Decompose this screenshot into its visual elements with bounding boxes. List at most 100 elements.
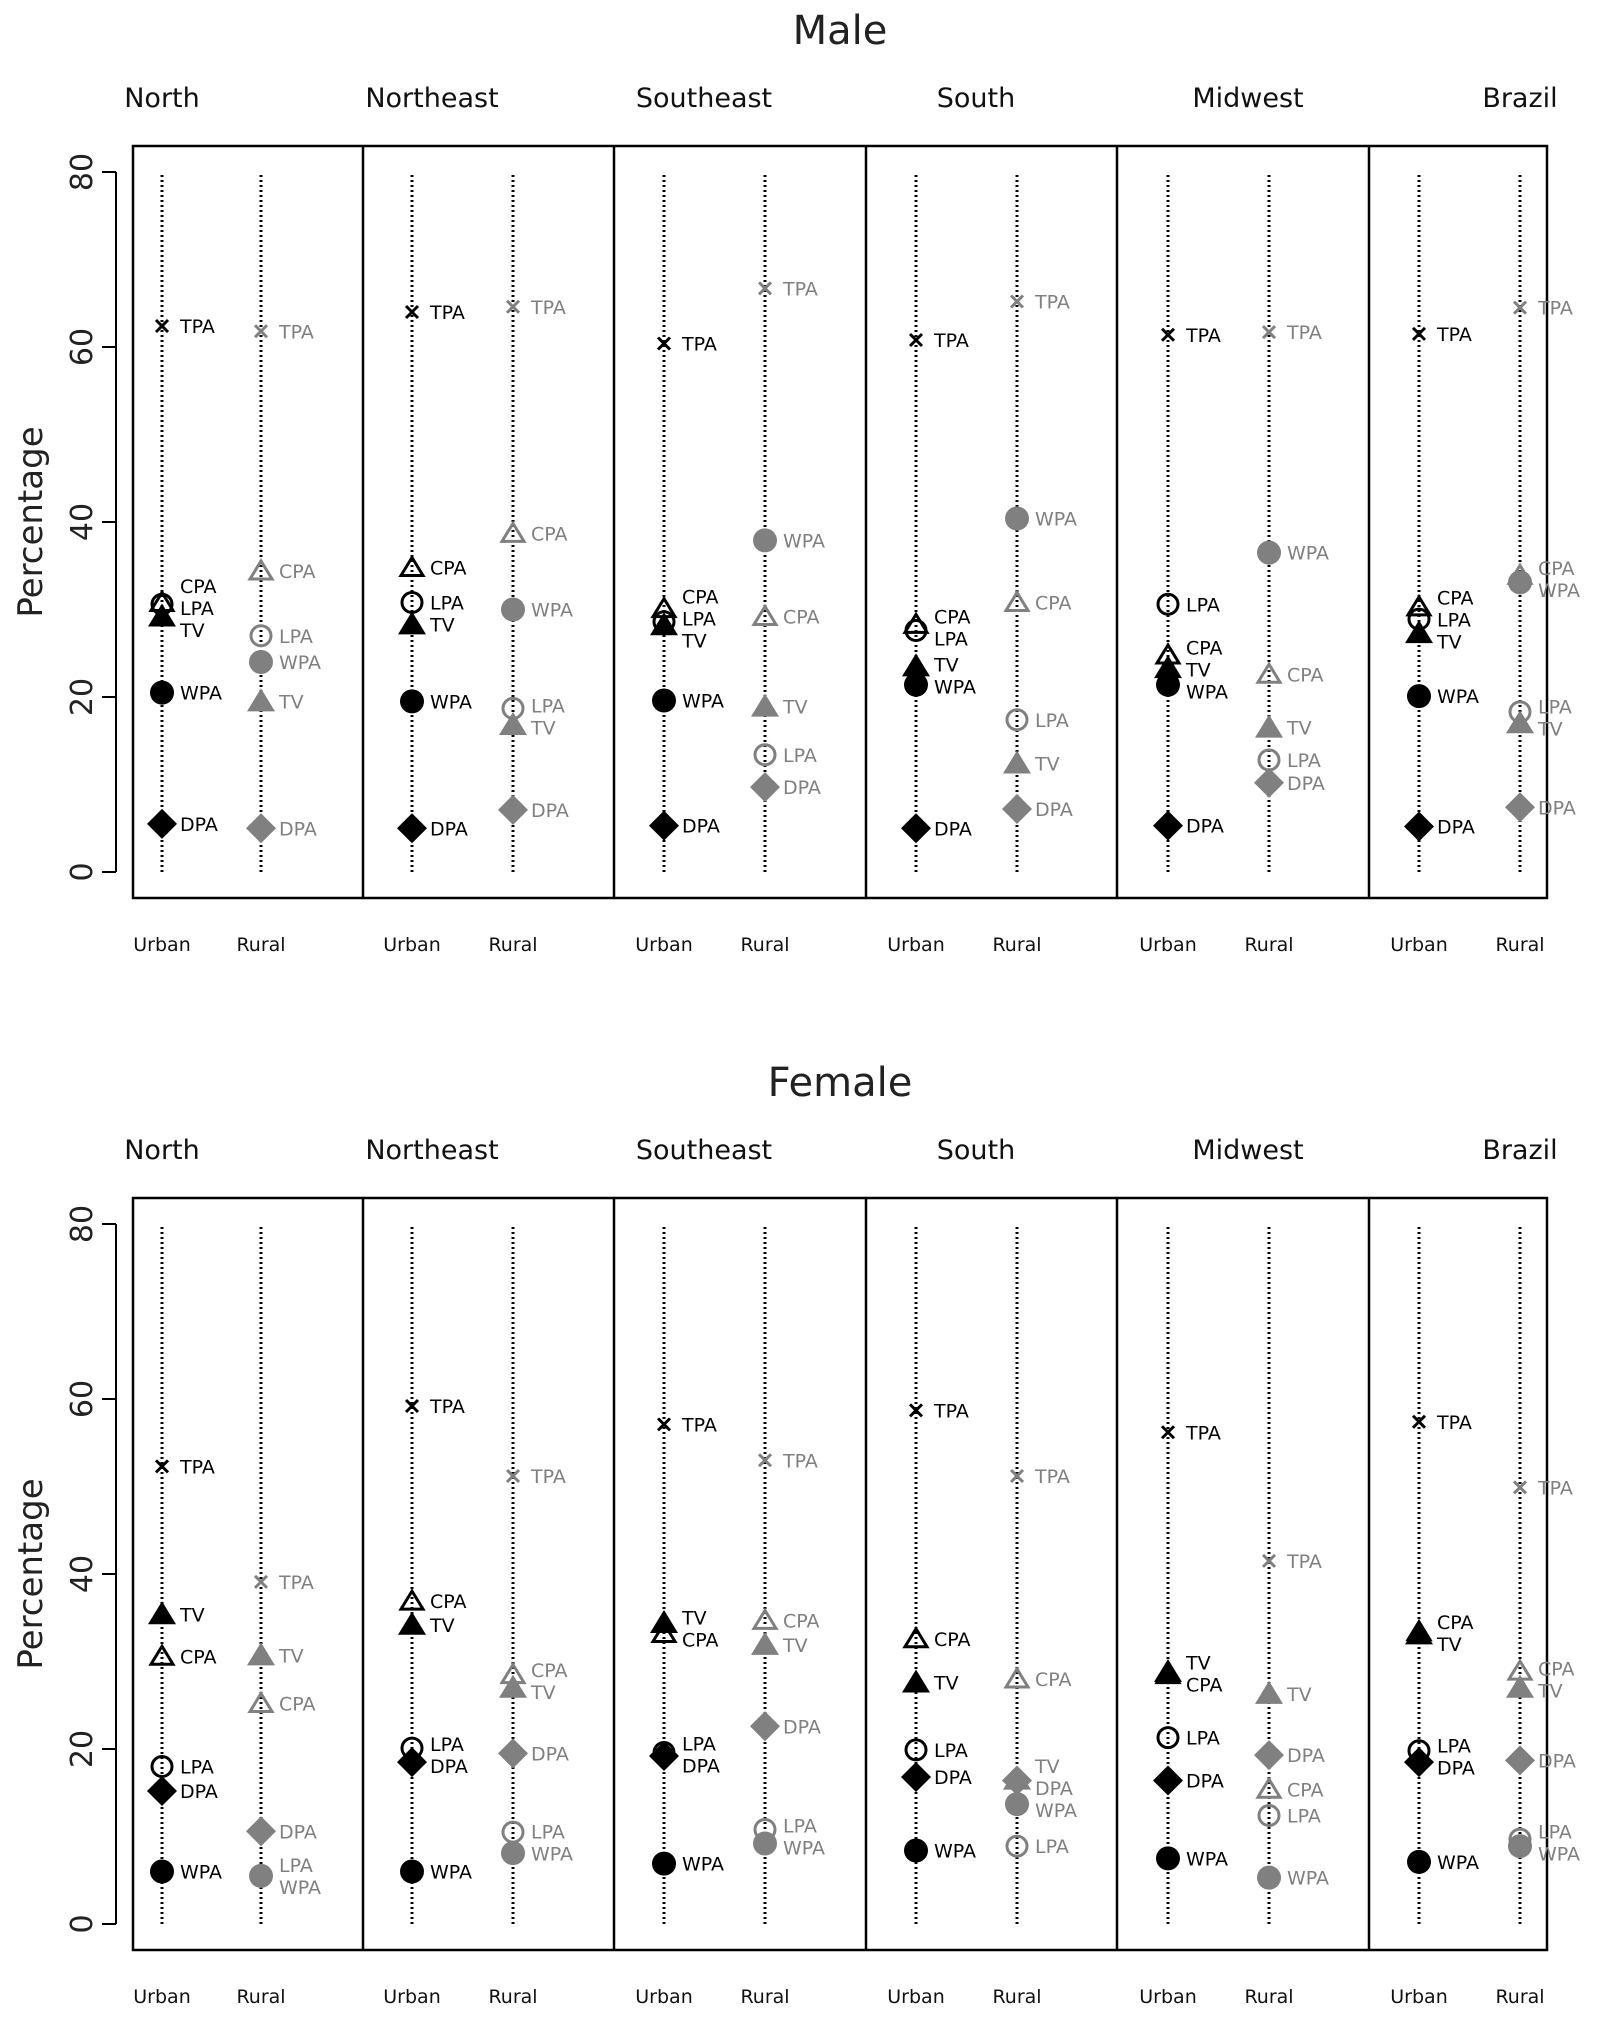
point-tpa-x-mark — [404, 1398, 420, 1414]
x-tick-label: Urban — [133, 934, 190, 956]
point-label: WPA — [1035, 1800, 1077, 1822]
region-label: Southeast — [636, 1135, 772, 1166]
point-label: WPA — [1538, 1844, 1580, 1866]
point-dpa-filled-diamond — [1404, 811, 1434, 842]
point-label: LPA — [682, 1733, 716, 1755]
plot-frame — [131, 1196, 1549, 1952]
point-label: TV — [1286, 1684, 1312, 1706]
point-tv-filled-triangle — [902, 1669, 930, 1693]
point-tv-filled-triangle — [902, 653, 930, 677]
region-label: Midwest — [1192, 83, 1303, 114]
point-label: TPA — [179, 316, 215, 338]
point-dpa-filled-diamond — [1153, 1765, 1183, 1796]
point-tpa-x-mark — [656, 336, 672, 351]
point-label: DPA — [531, 800, 569, 822]
point-tv-filled-triangle — [148, 603, 176, 627]
point-tv-filled-triangle — [499, 712, 527, 735]
point-label: TV — [933, 655, 959, 677]
point-label: LPA — [783, 745, 817, 767]
point-tpa-x-mark — [1411, 1414, 1427, 1429]
region-label: Northeast — [365, 1135, 498, 1166]
point-cpa-open-triangle — [902, 1625, 930, 1649]
point-wpa-filled-circle — [1508, 1834, 1532, 1859]
point-label: CPA — [1186, 1674, 1223, 1696]
x-mark-stroke — [656, 1417, 672, 1432]
point-label: TPA — [933, 1400, 969, 1422]
x-mark-stroke — [1009, 294, 1025, 309]
point-tpa-x-mark — [1512, 1480, 1528, 1495]
point-label: LPA — [1538, 697, 1572, 719]
point-tpa-x-mark — [1261, 1553, 1277, 1568]
point-label: TV — [1537, 719, 1563, 741]
point-label: TV — [1537, 1680, 1563, 1702]
point-label: CPA — [180, 576, 217, 598]
point-cpa-open-triangle — [398, 554, 426, 577]
y-axis-label: Percentage — [11, 426, 51, 617]
point-label: TPA — [1286, 322, 1322, 344]
point-label: TV — [1034, 754, 1060, 776]
y-tick-label: 0 — [65, 862, 100, 881]
point-wpa-filled-circle — [652, 688, 676, 713]
x-mark-stroke — [154, 318, 170, 334]
point-label: TV — [429, 614, 455, 636]
point-label: CPA — [1287, 664, 1324, 686]
x-mark-stroke — [656, 336, 672, 351]
point-label: WPA — [1186, 681, 1228, 703]
x-mark-stroke — [1261, 1553, 1277, 1568]
point-lpa-open-circle — [1005, 708, 1029, 732]
point-cpa-open-triangle — [1255, 1776, 1283, 1799]
point-label: DPA — [430, 1756, 468, 1778]
point-tpa-x-mark — [1009, 1468, 1025, 1484]
region-label: South — [937, 1135, 1015, 1166]
region-label: Southeast — [636, 83, 772, 114]
point-wpa-filled-circle — [501, 1841, 525, 1866]
point-tpa-x-mark — [908, 1403, 924, 1418]
point-label: TPA — [681, 1414, 717, 1436]
point-label: DPA — [1437, 1757, 1475, 1779]
point-label: DPA — [934, 1767, 972, 1789]
point-tpa-x-mark — [505, 1468, 521, 1484]
point-lpa-open-circle — [753, 743, 777, 767]
point-label: TPA — [681, 334, 717, 356]
point-tv-filled-triangle — [1255, 714, 1283, 738]
point-cpa-open-triangle — [499, 520, 527, 543]
point-wpa-filled-circle — [150, 680, 174, 705]
point-wpa-filled-circle — [150, 1859, 174, 1884]
point-wpa-filled-circle — [904, 672, 928, 697]
point-dpa-filled-diamond — [498, 794, 528, 825]
point-cpa-open-triangle — [148, 1643, 176, 1666]
point-label: TV — [429, 1615, 455, 1637]
point-label: WPA — [783, 1838, 825, 1860]
point-tpa-x-mark — [757, 1453, 773, 1468]
point-label: DPA — [783, 777, 821, 799]
point-label: WPA — [682, 691, 724, 713]
point-wpa-filled-circle — [400, 1859, 424, 1884]
point-label: LPA — [1538, 1822, 1572, 1844]
region-label: South — [937, 83, 1015, 114]
x-mark-stroke — [1160, 1425, 1176, 1440]
point-label: CPA — [682, 1629, 719, 1651]
point-label: DPA — [1287, 773, 1325, 795]
x-tick-label: Urban — [635, 1986, 692, 2008]
x-tick-label: Rural — [740, 934, 789, 956]
point-label: CPA — [682, 587, 719, 609]
x-mark-stroke — [908, 332, 924, 348]
point-label: LPA — [279, 626, 313, 648]
point-wpa-filled-circle — [1156, 672, 1180, 697]
point-label: WPA — [934, 1841, 976, 1863]
point-label: CPA — [1186, 637, 1223, 659]
point-tv-filled-triangle — [398, 1611, 426, 1635]
point-label: TV — [179, 1604, 205, 1626]
point-tv-filled-triangle — [247, 688, 275, 712]
point-wpa-filled-circle — [249, 650, 273, 674]
point-label: DPA — [1186, 1771, 1224, 1793]
region-label: Northeast — [365, 83, 498, 114]
point-label: TPA — [1537, 1477, 1573, 1499]
x-tick-label: Rural — [740, 1986, 789, 2008]
panel-title: Male — [793, 8, 888, 54]
x-tick-label: Urban — [383, 1986, 440, 2008]
point-label: LPA — [1287, 1806, 1321, 1828]
point-dpa-filled-diamond — [1153, 810, 1183, 841]
point-label: TPA — [1185, 325, 1221, 347]
x-mark-stroke — [1411, 326, 1427, 341]
